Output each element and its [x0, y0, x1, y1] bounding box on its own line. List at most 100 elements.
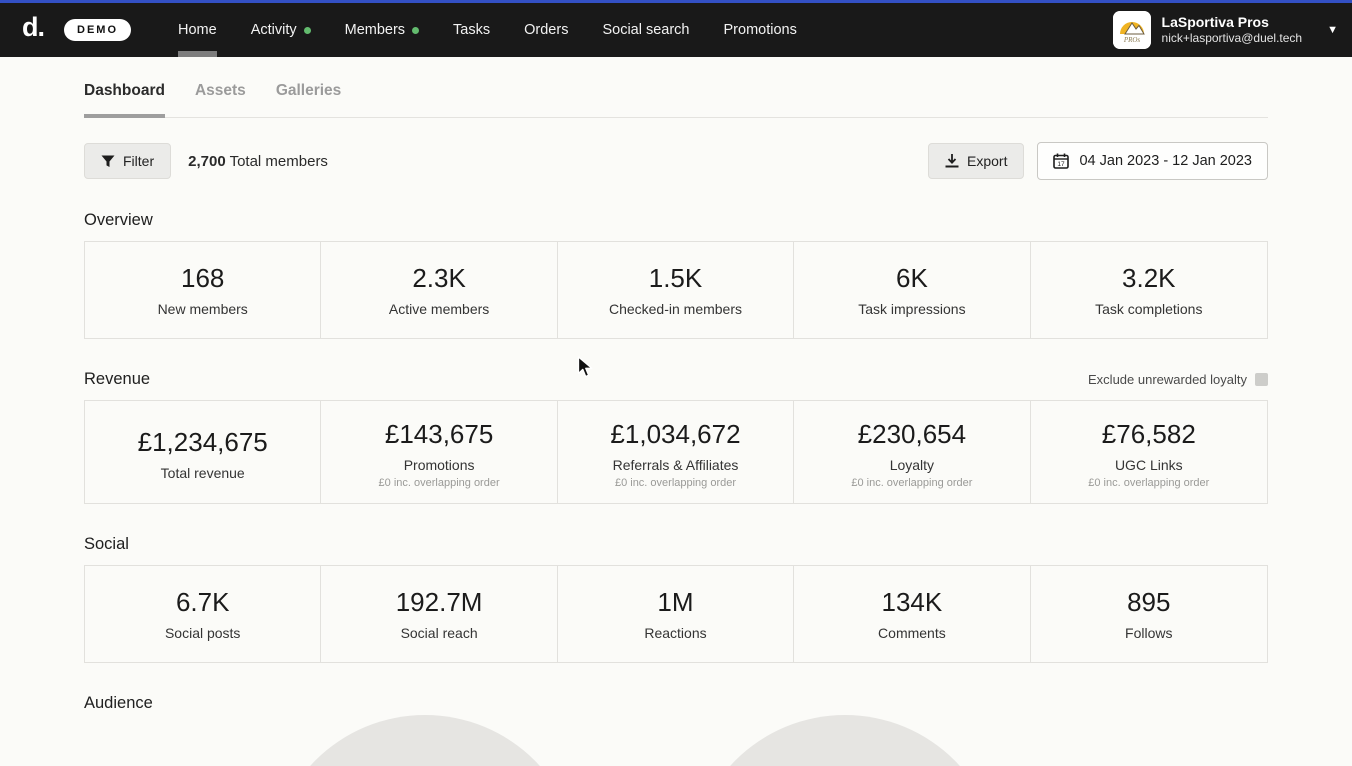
overview-section-header: Overview	[84, 211, 1268, 230]
account-email: nick+lasportiva@duel.tech	[1161, 31, 1303, 46]
stat-sublabel: £0 inc. overlapping order	[1088, 477, 1210, 489]
stat-label: Reactions	[644, 625, 707, 641]
social-card-row: 6.7K Social posts 192.7M Social reach 1M…	[84, 565, 1268, 663]
section-title-revenue: Revenue	[84, 370, 151, 388]
stat-label: Checked-in members	[608, 301, 743, 317]
filter-funnel-icon	[101, 155, 115, 167]
stat-label: UGC Links	[1114, 457, 1183, 473]
stat-card-task-impressions: 6K Task impressions	[794, 242, 1031, 338]
stat-card-referrals-affiliates: £1,034,672 Referrals & Affiliates £0 inc…	[558, 401, 795, 503]
nav-item-home[interactable]: Home	[161, 3, 234, 57]
stat-value: 1.5K	[648, 263, 703, 293]
stat-card-new-members: 168 New members	[85, 242, 322, 338]
stat-card-reactions: 1M Reactions	[558, 566, 795, 662]
brand-logo[interactable]: d.	[22, 11, 45, 42]
stat-value: 134K	[881, 587, 943, 617]
nav-item-label: Orders	[524, 22, 569, 38]
tab-assets[interactable]: Assets	[194, 82, 246, 99]
stat-sublabel: £0 inc. overlapping order	[378, 477, 500, 489]
stat-card-task-completions: 3.2K Task completions	[1031, 242, 1267, 338]
total-members-label: Total members	[225, 152, 328, 170]
stat-label: Task completions	[1095, 301, 1203, 317]
audience-section-header: Audience	[84, 694, 1268, 713]
stat-label: Comments	[878, 625, 946, 641]
exclude-unrewarded-loyalty-checkbox[interactable]	[1255, 373, 1268, 386]
stat-card-social-reach: 192.7M Social reach	[321, 566, 558, 662]
stat-card-loyalty: £230,654 Loyalty £0 inc. overlapping ord…	[794, 401, 1031, 503]
stat-value: 6.7K	[175, 587, 230, 617]
primary-nav: Home Activity Members Tasks Orders Socia…	[161, 3, 814, 57]
stat-label: Loyalty	[889, 457, 935, 473]
total-members-text: 2,700 Total members	[188, 153, 328, 170]
total-members-value: 2,700	[188, 152, 226, 170]
nav-item-members[interactable]: Members	[328, 3, 436, 57]
revenue-card-row: £1,234,675 Total revenue £143,675 Promot…	[84, 400, 1268, 504]
chevron-down-icon[interactable]: ▼	[1327, 24, 1338, 36]
tab-dashboard[interactable]: Dashboard	[84, 82, 165, 118]
social-section-header: Social	[84, 535, 1268, 554]
download-icon	[945, 153, 959, 167]
stat-label: Active members	[388, 301, 490, 317]
stat-value: £76,582	[1101, 419, 1196, 449]
filter-button-label: Filter	[123, 153, 155, 169]
exclude-unrewarded-loyalty-control: Exclude unrewarded loyalty	[1088, 372, 1268, 387]
stat-card-follows: 895 Follows	[1031, 566, 1267, 662]
nav-item-label: Members	[344, 22, 406, 38]
avatar: PROs	[1112, 11, 1151, 49]
stat-label: Social posts	[164, 625, 241, 641]
section-title-overview: Overview	[84, 211, 153, 229]
nav-item-label: Promotions	[723, 22, 797, 38]
stat-value: 192.7M	[395, 587, 483, 617]
exclude-unrewarded-loyalty-label: Exclude unrewarded loyalty	[1088, 372, 1247, 387]
export-button-label: Export	[967, 153, 1008, 169]
date-range-label: 04 Jan 2023 - 12 Jan 2023	[1079, 153, 1252, 169]
dashboard-page: Dashboard Assets Galleries Filter 2,700 …	[0, 57, 1352, 713]
nav-item-label: Social search	[602, 22, 690, 38]
nav-item-promotions[interactable]: Promotions	[707, 3, 814, 57]
tab-galleries[interactable]: Galleries	[275, 82, 342, 99]
stat-sublabel: £0 inc. overlapping order	[851, 477, 973, 489]
stat-card-ugc-links: £76,582 UGC Links £0 inc. overlapping or…	[1031, 401, 1267, 503]
section-title-social: Social	[84, 535, 129, 553]
filter-button[interactable]: Filter	[84, 143, 172, 179]
date-range-picker[interactable]: 17 04 Jan 2023 - 12 Jan 2023	[1037, 142, 1268, 180]
account-info: LaSportiva Pros nick+lasportiva@duel.tec…	[1162, 14, 1303, 47]
top-accent-strip	[0, 0, 1352, 3]
lasportiva-logo-icon: PROs	[1112, 11, 1151, 49]
nav-item-activity[interactable]: Activity	[234, 3, 328, 57]
stat-card-promotions: £143,675 Promotions £0 inc. overlapping …	[321, 401, 558, 503]
stat-label: Referrals & Affiliates	[612, 457, 739, 473]
stat-value: 6K	[895, 263, 928, 293]
stat-label: Task impressions	[858, 301, 966, 317]
stat-value: 1M	[657, 587, 694, 617]
stat-value: £143,675	[384, 419, 494, 449]
nav-item-label: Activity	[250, 22, 297, 38]
toolbar-right-group: Export 17 04 Jan 2023 - 12 Jan 2023	[928, 142, 1268, 180]
nav-item-tasks[interactable]: Tasks	[436, 3, 507, 57]
stat-value: £230,654	[857, 419, 967, 449]
account-menu[interactable]: PROs LaSportiva Pros nick+lasportiva@due…	[1112, 11, 1338, 49]
stat-card-active-members: 2.3K Active members	[321, 242, 558, 338]
stat-card-social-posts: 6.7K Social posts	[85, 566, 322, 662]
activity-status-dot	[303, 26, 311, 34]
audience-donut-chart-right	[690, 715, 1000, 766]
svg-text:17: 17	[1058, 161, 1066, 168]
nav-item-orders[interactable]: Orders	[507, 3, 585, 57]
audience-donut-chart-left	[270, 715, 580, 766]
export-button[interactable]: Export	[928, 143, 1025, 179]
stat-value: 3.2K	[1122, 263, 1176, 293]
stat-value: 895	[1127, 587, 1171, 617]
stat-value: 2.3K	[412, 263, 466, 293]
calendar-icon: 17	[1053, 153, 1070, 169]
stat-card-total-revenue: £1,234,675 Total revenue	[85, 401, 322, 503]
stat-label: Promotions	[403, 457, 475, 473]
top-navigation-bar: d. DEMO Home Activity Members Tasks Orde…	[0, 3, 1352, 57]
stat-value: 168	[181, 263, 225, 293]
svg-text:PROs: PROs	[1122, 36, 1140, 44]
stat-sublabel: £0 inc. overlapping order	[614, 477, 737, 489]
stat-card-comments: 134K Comments	[794, 566, 1031, 662]
stat-label: Follows	[1125, 625, 1173, 641]
stat-value: £1,234,675	[137, 427, 268, 457]
stat-label: Total revenue	[160, 465, 245, 481]
nav-item-social-search[interactable]: Social search	[585, 3, 706, 57]
